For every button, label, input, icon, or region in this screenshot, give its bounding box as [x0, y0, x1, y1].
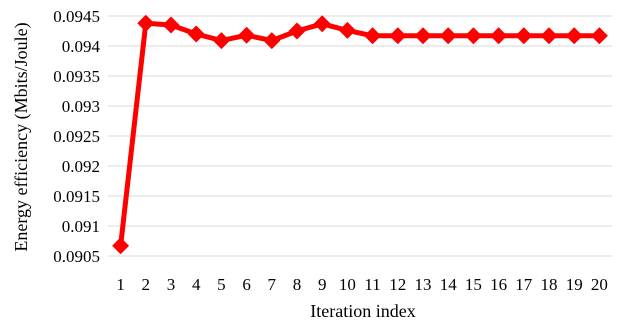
data-point-marker — [490, 27, 508, 45]
x-tick-label: 2 — [142, 275, 151, 294]
x-tick-label: 8 — [293, 275, 302, 294]
x-tick-label: 16 — [490, 275, 507, 294]
data-point-marker — [439, 27, 457, 45]
y-tick-labels: 0.0905 0.091 0.0915 0.092 0.0925 0.093 0.0935 0… — [53, 7, 100, 266]
y-tick-label: 0.0915 — [53, 187, 100, 206]
y-tick-label: 0.0925 — [53, 127, 100, 146]
data-point-marker — [590, 27, 608, 45]
x-tick-label: 6 — [242, 275, 251, 294]
x-tick-label: 12 — [389, 275, 406, 294]
y-tick-label: 0.092 — [62, 157, 100, 176]
x-tick-label: 20 — [591, 275, 608, 294]
data-point-marker — [414, 27, 432, 45]
data-point-marker — [137, 14, 155, 32]
y-tick-label: 0.0935 — [53, 67, 100, 86]
y-tick-label: 0.094 — [62, 37, 101, 56]
x-tick-label: 7 — [268, 275, 277, 294]
x-tick-labels: 1 2 3 4 5 6 7 8 9 10 11 12 13 14 15 16 17 18 19 20 — [116, 275, 608, 294]
data-point-marker — [515, 27, 533, 45]
y-tick-label: 0.093 — [62, 97, 100, 116]
data-point-marker — [389, 27, 407, 45]
x-tick-label: 9 — [318, 275, 327, 294]
data-point-marker — [565, 27, 583, 45]
data-point-marker — [187, 25, 205, 43]
x-axis-title: Iteration index — [310, 301, 415, 321]
x-tick-label: 14 — [440, 275, 458, 294]
x-tick-label: 4 — [192, 275, 201, 294]
y-tick-label: 0.0945 — [53, 7, 100, 26]
x-tick-label: 18 — [541, 275, 558, 294]
data-point-marker — [364, 27, 382, 45]
series-layer — [112, 14, 608, 255]
data-point-marker — [238, 26, 256, 44]
y-tick-label: 0.091 — [62, 217, 100, 236]
data-point-marker — [540, 27, 558, 45]
x-tick-label: 10 — [339, 275, 356, 294]
x-tick-label: 19 — [566, 275, 583, 294]
series-line — [118, 20, 600, 247]
x-tick-label: 11 — [364, 275, 380, 294]
y-tick-label: 0.0905 — [53, 247, 100, 266]
data-point-marker — [338, 21, 356, 39]
x-tick-label: 17 — [515, 275, 533, 294]
y-axis-title: Energy efficiency (Mbits/Joule) — [11, 22, 32, 251]
data-point-marker — [212, 32, 230, 50]
data-point-marker — [313, 15, 331, 33]
data-point-marker — [263, 32, 281, 50]
x-tick-label: 3 — [167, 275, 176, 294]
data-point-marker — [112, 237, 130, 255]
x-tick-label: 15 — [465, 275, 482, 294]
data-point-marker — [464, 27, 482, 45]
gridlines — [108, 15, 612, 257]
x-tick-label: 13 — [415, 275, 432, 294]
data-point-marker — [288, 22, 306, 40]
x-tick-label: 5 — [217, 275, 226, 294]
data-point-marker — [162, 16, 180, 34]
x-tick-label: 1 — [116, 275, 125, 294]
